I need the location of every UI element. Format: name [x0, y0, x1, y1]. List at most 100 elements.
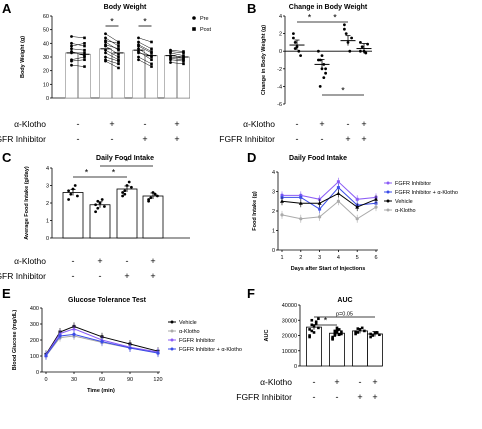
panel-a-pre-point: [70, 63, 73, 67]
panel-d-x-tick-label: 6: [374, 255, 377, 261]
panel-a-post-point: [117, 58, 120, 62]
panel-f-y-tick-label: 40000: [282, 303, 297, 309]
panel-f-point: [354, 330, 357, 333]
panel-a-pre-point: [104, 55, 107, 59]
panel-a-klotho-sign: +: [174, 119, 179, 129]
panel-c-point: [125, 184, 129, 187]
panel-a-post-point: [150, 47, 153, 51]
panel-d-y-tick-label: 4: [272, 170, 275, 176]
panel-b-title: Change in Body Weight: [289, 4, 368, 11]
panel-a-pair-line: [71, 59, 85, 62]
panel-a-pair-line: [71, 51, 85, 56]
panel-a-pre-point: [104, 51, 107, 55]
panel-d-xlabel: Days after Start of Injections: [291, 266, 366, 272]
panel-c-sig-label: *: [85, 168, 89, 178]
panel-a-post-point: [83, 44, 86, 48]
panel-f-point: [317, 317, 320, 321]
panel-a-pre-point: [169, 55, 172, 59]
panel-b-sig-label: *: [333, 13, 337, 23]
panel-a-fgfr-sign: +: [174, 134, 179, 144]
panel-f-fgfr-sign: -: [313, 392, 316, 402]
panel-a-post-point: [182, 59, 185, 63]
panel-a-pair-line: [138, 41, 152, 50]
panel-a-pair-line: [71, 36, 85, 39]
panel-a-post-point: [117, 52, 120, 56]
panel-e-legend-label: FGFR Inhibitor: [179, 338, 215, 344]
panel-a-pre-point: [104, 43, 107, 47]
panel-a-sig-label: *: [110, 17, 114, 27]
panel-b-y-tick-label: -6: [277, 102, 282, 108]
panel-a-pair-line: [138, 51, 152, 60]
panel-letter: B: [247, 1, 256, 16]
panel-f-klotho-sign: +: [372, 377, 377, 387]
panel-a-pair-line: [105, 44, 119, 50]
panel-a-pre-point: [104, 48, 107, 52]
panel-d-series-point: [318, 207, 322, 211]
panel-e-series-point: [72, 332, 76, 336]
panel-d-series-point: [298, 201, 303, 205]
panel-a-pair-line: [105, 40, 119, 44]
panel-a-post-point: [150, 54, 153, 57]
panel-d-series-point: [318, 215, 322, 219]
panel-a-y-tick-label: 40: [43, 41, 49, 47]
panel-f-point: [314, 322, 318, 325]
panel-c-point: [103, 205, 106, 208]
panel-a-post-point: [83, 55, 86, 59]
panel-a-pre-point: [70, 59, 73, 63]
panel-f-ylabel: AUC: [264, 330, 270, 342]
panel-d-series-point: [299, 195, 303, 199]
panel-a-post-point: [117, 62, 120, 66]
panel-c-point: [100, 198, 104, 201]
panel-f-fgfr-sign: -: [336, 392, 339, 402]
panel-b-y-tick-label: 2: [279, 32, 282, 38]
panel-f-point: [310, 329, 314, 333]
panel-e-series-point: [72, 326, 76, 331]
panel-e-x-tick-label: 30: [71, 377, 77, 383]
panel-c-bar: [89, 204, 111, 239]
panel-a-pre-point: [70, 44, 73, 48]
panel-d-series-point: [336, 186, 340, 190]
panel-a-y-tick-label: 20: [43, 69, 49, 75]
panel-f-point: [314, 320, 318, 324]
panel-a-pair-line: [170, 55, 184, 58]
panel-f-point: [331, 338, 334, 341]
panel-a-pre-point: [70, 35, 73, 38]
panel-a-row-label-fgfr: FGFR Inhibitor: [0, 134, 46, 144]
panel-d-legend-marker: [386, 181, 390, 185]
panel-c-point: [98, 201, 102, 205]
panel-f-point: [340, 330, 343, 333]
panel-a-pair-line: [138, 44, 152, 52]
panel-a-pre-point: [104, 32, 107, 36]
panel-b-fgfr-sign: +: [345, 134, 350, 144]
panel-c-sig-label: *: [112, 168, 116, 178]
panel-d-legend-label: Vehicle: [395, 199, 413, 205]
panel-a-post-point: [182, 54, 185, 57]
panel-a-post-point: [182, 50, 185, 53]
panel-b-point: [292, 32, 295, 35]
panel-f-point: [337, 333, 341, 337]
panel-a-pair-line: [138, 56, 152, 65]
panel-d-legend-label: FGFR Inhibitor + α-Klotho: [395, 190, 458, 196]
panel-d-x-tick-label: 4: [337, 255, 340, 261]
panel-a-post-point: [83, 58, 86, 62]
panel-a-y-tick-label: 30: [43, 55, 49, 61]
panel-c-fgfr-sign: +: [124, 271, 129, 281]
panel-a-post-point: [182, 51, 185, 55]
panel-a-post-point: [182, 55, 185, 59]
panel-a-pair-line: [105, 56, 119, 62]
panel-c-sig-label: *: [125, 157, 129, 167]
panel-f-point: [360, 326, 364, 330]
panel-e-legend-marker: [170, 329, 174, 333]
panel-a-post-point: [117, 47, 120, 51]
panel-b-fgfr-sign: -: [321, 134, 324, 144]
panel-f-y-tick-label: 10000: [282, 349, 297, 355]
panel-f-klotho-sign: +: [334, 377, 339, 387]
panel-c-fgfr-sign: -: [99, 271, 102, 281]
panel-a-pair-line: [71, 64, 85, 67]
panel-a-pair-line: [71, 48, 85, 51]
panel-a-row-label-klotho: α-Klotho: [14, 119, 46, 129]
panel-f-point: [308, 334, 311, 337]
panel-a-pair-line: [105, 33, 119, 43]
panel-c-klotho-sign: +: [150, 256, 155, 266]
panel-letter: A: [2, 1, 12, 16]
